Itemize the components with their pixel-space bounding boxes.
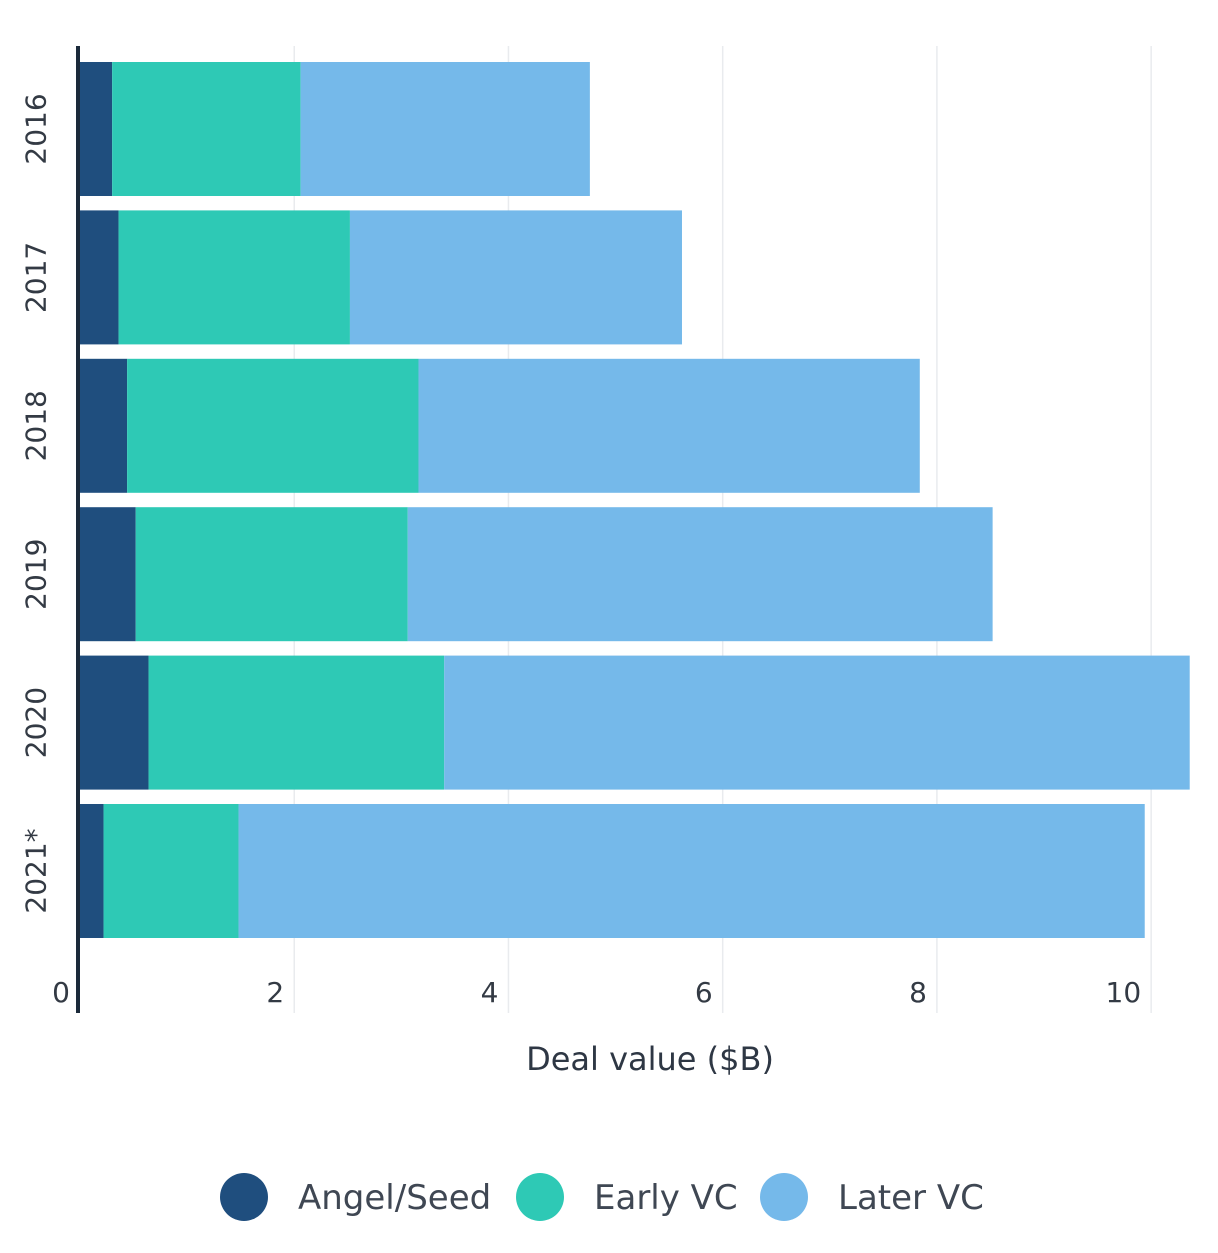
legend-label-early-vc: Early VC: [594, 1178, 738, 1218]
bar-2019-angel-seed: [80, 507, 136, 642]
legend: Angel/Seed Early VC Later VC: [220, 1173, 984, 1221]
x-tick-label-0: 0: [52, 976, 70, 1009]
y-tick-label-2021: 2021*: [20, 828, 53, 913]
bar-2019-early-vc: [135, 507, 408, 642]
bar-2021-later-vc: [238, 804, 1145, 938]
y-tick-label-2017: 2017: [20, 242, 53, 313]
y-tick-label-2019: 2019: [20, 539, 53, 610]
bar-2021-angel-seed: [80, 804, 104, 938]
bar-2016-angel-seed: [80, 62, 113, 196]
y-tick-label-2016: 2016: [20, 93, 53, 164]
x-axis-title: Deal value ($B): [526, 1040, 774, 1078]
bar-2019-later-vc: [407, 507, 993, 642]
y-tick-label-2020: 2020: [20, 687, 53, 758]
legend-label-later-vc: Later VC: [838, 1178, 984, 1218]
bars: [80, 62, 1190, 938]
x-tick-label-8: 8: [909, 976, 927, 1009]
bar-2018-angel-seed: [80, 358, 128, 493]
legend-swatch-angel-seed: [220, 1173, 268, 1221]
legend-swatch-later-vc: [760, 1173, 808, 1221]
x-tick-label-10: 10: [1106, 976, 1142, 1009]
bar-2018-early-vc: [127, 358, 419, 493]
x-tick-labels: 0 2 4 6 8 10: [52, 976, 1141, 1009]
legend-swatch-early-vc: [516, 1173, 564, 1221]
bar-2017-angel-seed: [80, 210, 119, 345]
bar-2017-later-vc: [349, 210, 682, 345]
bar-2020-later-vc: [444, 655, 1190, 790]
bar-2021-early-vc: [103, 804, 239, 938]
x-tick-label-4: 4: [481, 976, 499, 1009]
bar-2020-angel-seed: [80, 655, 149, 790]
bar-2017-early-vc: [118, 210, 350, 345]
bar-2018-later-vc: [418, 358, 920, 493]
bar-2016-later-vc: [300, 62, 590, 196]
legend-label-angel-seed: Angel/Seed: [298, 1178, 491, 1218]
y-tick-labels: 2016 2017 2018 2019 2020 2021*: [20, 93, 53, 913]
bar-2016-early-vc: [112, 62, 301, 196]
bar-2020-early-vc: [148, 655, 445, 790]
y-tick-label-2018: 2018: [20, 390, 53, 461]
x-tick-label-6: 6: [695, 976, 713, 1009]
x-tick-label-2: 2: [266, 976, 284, 1009]
